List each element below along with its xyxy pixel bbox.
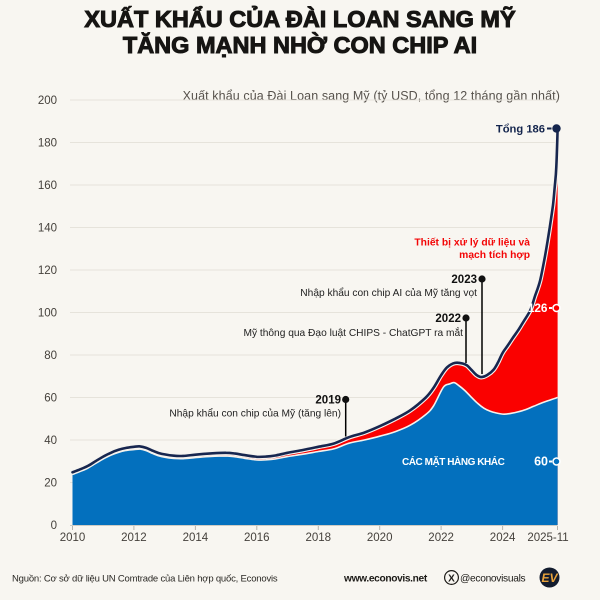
svg-text:2012: 2012: [121, 532, 147, 544]
svg-text:2023: 2023: [451, 274, 477, 286]
svg-text:Nhập khẩu con chip của Mỹ (tăn: Nhập khẩu con chip của Mỹ (tăng lên): [169, 408, 341, 420]
svg-text:2010: 2010: [60, 532, 86, 544]
svg-text:2022: 2022: [435, 313, 461, 325]
svg-text:140: 140: [38, 223, 57, 235]
svg-text:Nguồn: Cơ sở dữ liệu UN Comtra: Nguồn: Cơ sở dữ liệu UN Comtrade của Liê…: [12, 574, 278, 585]
svg-text:@econovisuals: @econovisuals: [460, 574, 526, 585]
svg-text:60: 60: [534, 455, 548, 469]
svg-text:100: 100: [38, 308, 57, 320]
svg-text:80: 80: [44, 350, 57, 362]
svg-text:20: 20: [44, 478, 57, 490]
svg-text:2016: 2016: [244, 532, 270, 544]
svg-text:40: 40: [44, 435, 57, 447]
svg-text:180: 180: [38, 138, 57, 150]
svg-text:2018: 2018: [306, 532, 332, 544]
svg-text:2014: 2014: [183, 532, 209, 544]
svg-text:160: 160: [38, 180, 57, 192]
svg-text:0: 0: [51, 520, 57, 532]
svg-text:Nhập khẩu con chip AI của Mỹ t: Nhập khẩu con chip AI của Mỹ tăng vọt: [300, 287, 477, 299]
svg-text:2024: 2024: [490, 532, 516, 544]
svg-text:Thiết bị xử lý dữ liệu và: Thiết bị xử lý dữ liệu và: [414, 237, 530, 249]
svg-text:EV: EV: [541, 571, 558, 585]
svg-text:Tổng 186: Tổng 186: [496, 124, 545, 136]
svg-text:2022: 2022: [428, 532, 454, 544]
svg-text:CÁC MẶT HÀNG KHÁC: CÁC MẶT HÀNG KHÁC: [402, 455, 505, 468]
svg-text:www.econovis.net: www.econovis.net: [343, 574, 428, 585]
svg-text:2020: 2020: [367, 532, 393, 544]
svg-text:2025-11: 2025-11: [527, 532, 568, 544]
svg-text:120: 120: [38, 265, 57, 277]
svg-text:200: 200: [38, 95, 57, 107]
svg-text:Mỹ thông qua Đạo luật CHIPS -: Mỹ thông qua Đạo luật CHIPS - ChatGPT ra…: [243, 326, 463, 339]
svg-text:mạch tích hợp: mạch tích hợp: [459, 250, 530, 261]
svg-text:X: X: [448, 573, 455, 584]
svg-text:60: 60: [44, 393, 57, 405]
svg-text:2019: 2019: [315, 395, 341, 407]
svg-text:126: 126: [528, 301, 548, 315]
